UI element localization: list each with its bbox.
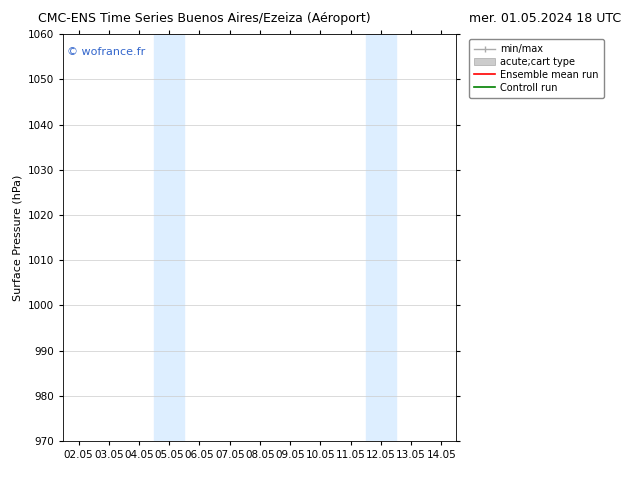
Y-axis label: Surface Pressure (hPa): Surface Pressure (hPa) — [13, 174, 23, 301]
Bar — [366, 34, 396, 441]
Text: © wofrance.fr: © wofrance.fr — [67, 47, 146, 56]
Legend: min/max, acute;cart type, Ensemble mean run, Controll run: min/max, acute;cart type, Ensemble mean … — [469, 39, 604, 98]
Bar — [154, 34, 184, 441]
Text: CMC-ENS Time Series Buenos Aires/Ezeiza (Aéroport): CMC-ENS Time Series Buenos Aires/Ezeiza … — [38, 12, 371, 25]
Text: mer. 01.05.2024 18 UTC: mer. 01.05.2024 18 UTC — [469, 12, 621, 25]
